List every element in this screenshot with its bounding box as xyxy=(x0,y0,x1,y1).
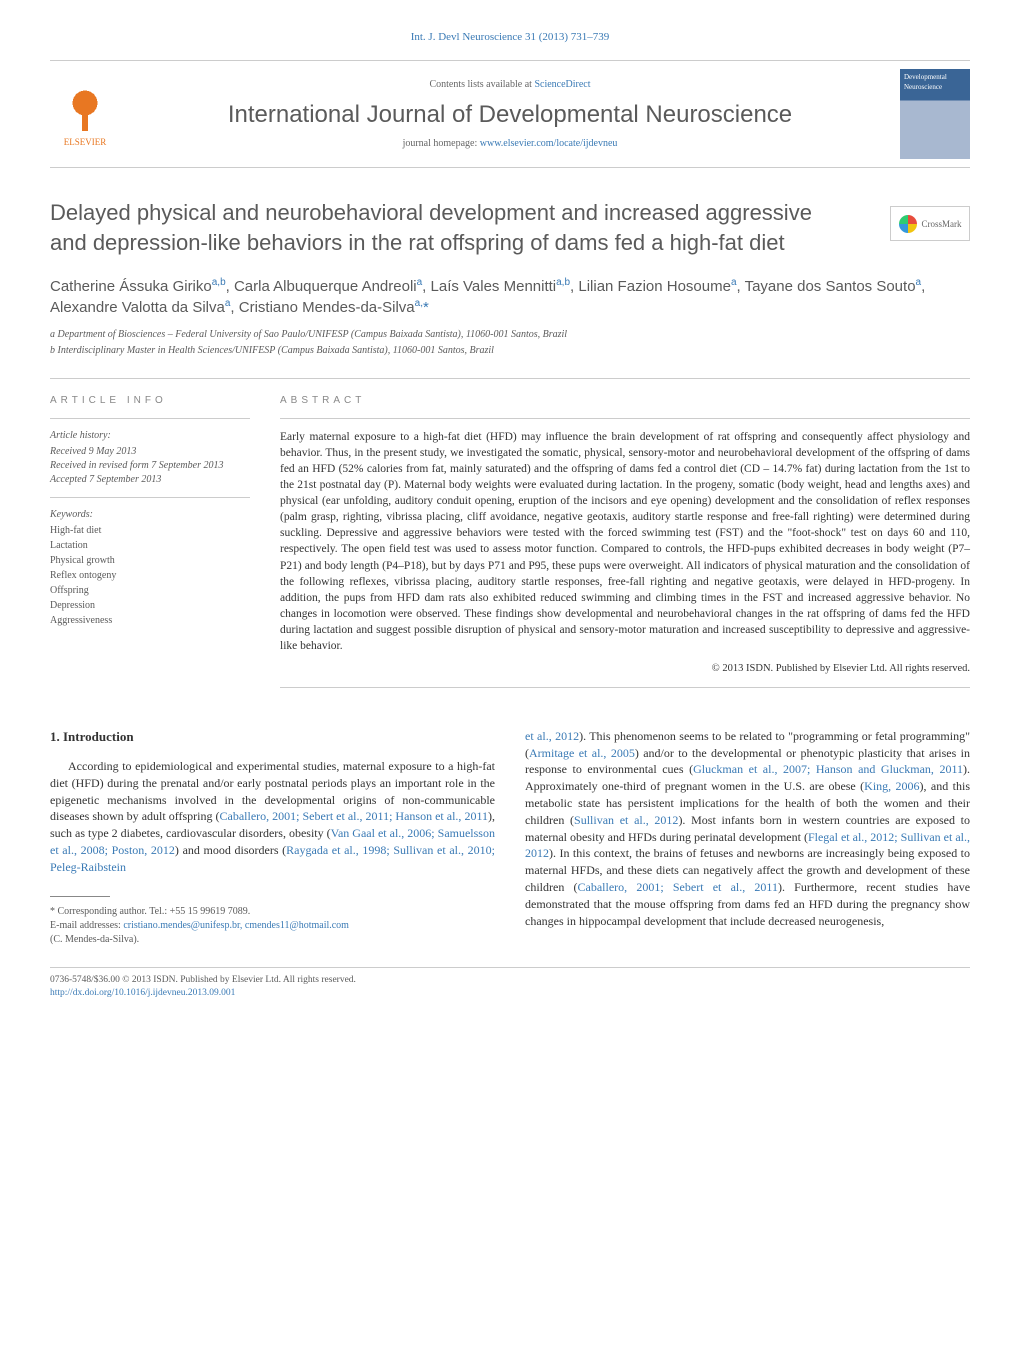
keyword: Lactation xyxy=(50,539,250,553)
article-history: Article history: Received 9 May 2013 Rec… xyxy=(50,429,250,498)
keywords-label: Keywords: xyxy=(50,508,250,522)
left-column: 1. Introduction According to epidemiolog… xyxy=(50,728,495,947)
body-two-column: 1. Introduction According to epidemiolog… xyxy=(50,728,970,947)
keyword: Depression xyxy=(50,599,250,613)
footer-left: 0736-5748/$36.00 © 2013 ISDN. Published … xyxy=(50,974,356,1001)
footnote-separator xyxy=(50,896,110,897)
sciencedirect-link[interactable]: ScienceDirect xyxy=(534,79,590,90)
email-label: E-mail addresses: xyxy=(50,920,123,931)
keyword: Aggressiveness xyxy=(50,614,250,628)
journal-header: ELSEVIER Contents lists available at Sci… xyxy=(50,60,970,168)
divider xyxy=(280,418,970,419)
section-heading-intro: 1. Introduction xyxy=(50,728,495,746)
abstract-copyright: © 2013 ISDN. Published by Elsevier Ltd. … xyxy=(280,662,970,677)
intro-para-right: et al., 2012). This phenomenon seems to … xyxy=(525,728,970,930)
intro-para-left: According to epidemiological and experim… xyxy=(50,758,495,876)
authors-list: Catherine Ássuka Girikoa,b, Carla Albuqu… xyxy=(50,276,970,318)
history-received: Received 9 May 2013 xyxy=(50,445,250,459)
journal-name: International Journal of Developmental N… xyxy=(140,98,880,132)
keyword: Reflex ontogeny xyxy=(50,569,250,583)
keyword: High-fat diet xyxy=(50,524,250,538)
divider xyxy=(280,687,970,688)
publisher-label: ELSEVIER xyxy=(64,136,107,149)
corresponding-author: * Corresponding author. Tel.: +55 15 996… xyxy=(50,905,495,919)
affiliations: a Department of Biosciences – Federal Un… xyxy=(50,328,970,358)
page-footer: 0736-5748/$36.00 © 2013 ISDN. Published … xyxy=(50,967,970,1001)
footnotes: * Corresponding author. Tel.: +55 15 996… xyxy=(50,905,495,947)
abstract-text: Early maternal exposure to a high-fat di… xyxy=(280,429,970,654)
journal-cover-thumbnail: Developmental Neuroscience xyxy=(900,69,970,159)
homepage-prefix: journal homepage: xyxy=(403,138,480,149)
right-column: et al., 2012). This phenomenon seems to … xyxy=(525,728,970,947)
email-person: (C. Mendes-da-Silva). xyxy=(50,933,495,947)
contents-prefix: Contents lists available at xyxy=(429,79,534,90)
citation-line: Int. J. Devl Neuroscience 31 (2013) 731–… xyxy=(50,30,970,45)
affiliation-b: b Interdisciplinary Master in Health Sci… xyxy=(50,344,970,358)
email-line: E-mail addresses: cristiano.mendes@unife… xyxy=(50,919,495,933)
crossmark-label: CrossMark xyxy=(922,218,962,231)
divider xyxy=(50,418,250,419)
article-info-label: ARTICLE INFO xyxy=(50,394,250,408)
cover-text: Developmental Neuroscience xyxy=(904,73,947,91)
abstract: ABSTRACT Early maternal exposure to a hi… xyxy=(280,394,970,698)
abstract-label: ABSTRACT xyxy=(280,394,970,408)
issn-copyright: 0736-5748/$36.00 © 2013 ISDN. Published … xyxy=(50,974,356,987)
keyword: Physical growth xyxy=(50,554,250,568)
crossmark-badge[interactable]: CrossMark xyxy=(890,206,970,241)
contents-line: Contents lists available at ScienceDirec… xyxy=(140,78,880,92)
email-link[interactable]: cristiano.mendes@unifesp.br, cmendes11@h… xyxy=(123,920,349,931)
doi-link[interactable]: http://dx.doi.org/10.1016/j.ijdevneu.201… xyxy=(50,988,235,998)
keyword: Offspring xyxy=(50,584,250,598)
keywords-block: Keywords: High-fat diet Lactation Physic… xyxy=(50,508,250,628)
affiliation-a: a Department of Biosciences – Federal Un… xyxy=(50,328,970,342)
article-info-sidebar: ARTICLE INFO Article history: Received 9… xyxy=(50,394,250,698)
history-revised: Received in revised form 7 September 201… xyxy=(50,459,250,473)
journal-homepage-line: journal homepage: www.elsevier.com/locat… xyxy=(140,137,880,151)
article-title: Delayed physical and neurobehavioral dev… xyxy=(50,198,850,257)
divider xyxy=(50,378,970,379)
history-accepted: Accepted 7 September 2013 xyxy=(50,473,250,487)
elsevier-logo: ELSEVIER xyxy=(50,74,120,154)
homepage-link[interactable]: www.elsevier.com/locate/ijdevneu xyxy=(480,138,618,149)
crossmark-icon xyxy=(899,215,917,233)
history-label: Article history: xyxy=(50,429,250,443)
